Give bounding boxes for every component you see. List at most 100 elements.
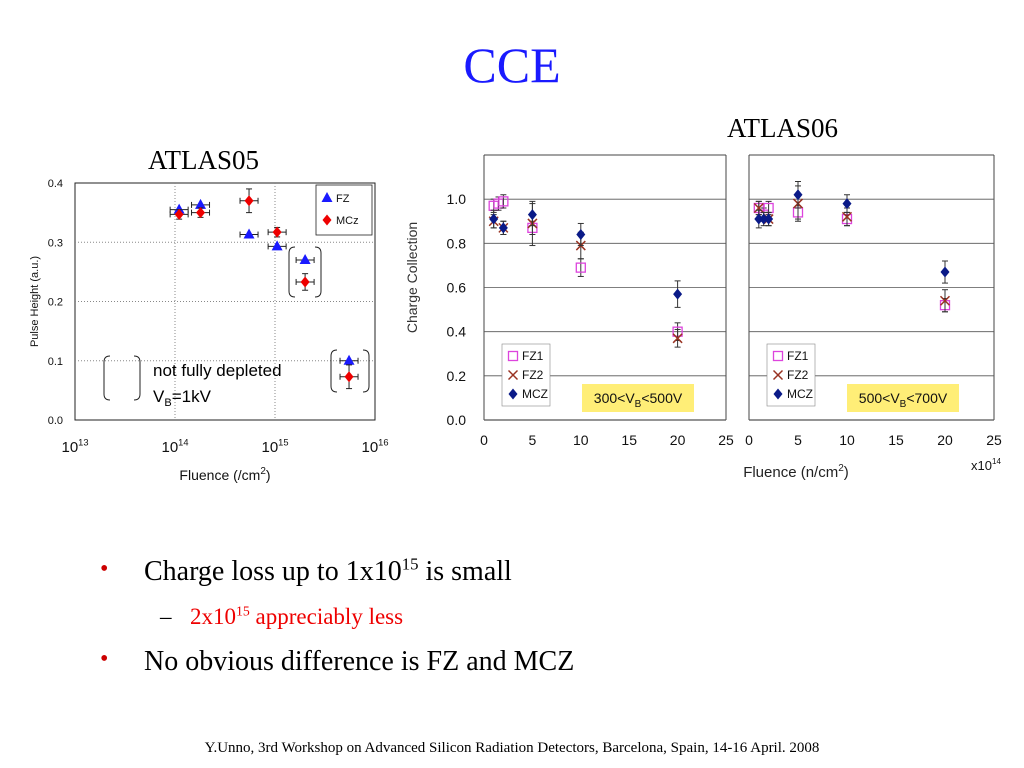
legend-marker — [772, 369, 784, 381]
fz-point — [173, 203, 185, 214]
x-stroke — [507, 369, 519, 381]
legend-marker — [321, 192, 333, 202]
legend-label: FZ — [336, 193, 350, 205]
y-error-bar — [577, 258, 584, 277]
x-tick-label: 15 — [621, 432, 637, 448]
bracket-right — [133, 355, 141, 401]
y-tick-label: 1.0 — [447, 191, 467, 207]
annotation-vb: VB=1kV — [153, 387, 212, 409]
x-multiplier-label: x1014 — [971, 457, 1001, 473]
mcz-point — [940, 266, 950, 278]
fz2-point — [939, 295, 951, 306]
y-tick-label: 0.2 — [48, 297, 63, 309]
footer-citation: Y.Unno, 3rd Workshop on Advanced Silicon… — [204, 740, 820, 756]
mcz-point — [759, 213, 769, 225]
y-tick-label: 0.1 — [48, 356, 63, 368]
mcz-point — [244, 195, 254, 207]
condition-box — [847, 384, 959, 412]
bracket-5e15 — [330, 349, 370, 393]
legend-marker — [772, 350, 784, 362]
bracket-left — [330, 349, 338, 393]
fz-point — [343, 354, 355, 365]
x-tick-label: 1015 — [261, 437, 288, 456]
y-tick-label: 0.0 — [48, 415, 63, 427]
atlas05-chart: 0.0 0.1 0.2 0.3 0.4 1013 1014 1015 1016 Fluence (… — [29, 178, 389, 483]
condition-box — [582, 384, 694, 412]
x-tick-label: 5 — [529, 432, 537, 448]
legend-marker — [773, 388, 783, 400]
legend-label: MCz — [336, 215, 359, 227]
legend-marker — [507, 369, 519, 381]
x-tick-label: 1016 — [361, 437, 388, 456]
mcz-point — [272, 226, 282, 238]
y-tick-label: 0.6 — [447, 280, 467, 296]
mcz-point — [498, 222, 508, 234]
fz1-point — [575, 262, 586, 273]
bullet-1-text: Charge loss up to 1x1015 is small — [144, 554, 512, 587]
x-tick-label: 0 — [480, 432, 488, 448]
slide-title: CCE — [463, 37, 561, 93]
mcz-point — [196, 207, 206, 219]
legend-marker — [507, 350, 519, 362]
mcz-point — [576, 229, 586, 240]
x-stroke — [753, 202, 764, 214]
mcz-point — [489, 213, 499, 225]
legend-label: MCZ — [522, 387, 548, 401]
mcz-point — [344, 371, 354, 383]
x-tick-label: 1014 — [161, 437, 188, 456]
mcz-point — [300, 276, 310, 288]
mcz-point — [842, 198, 852, 210]
sub-bullet-dash: – — [160, 604, 172, 629]
fz2-point — [753, 202, 764, 214]
legend-label: FZ1 — [787, 349, 809, 363]
x-tick-label: 15 — [888, 432, 904, 448]
bullet-dot: • — [100, 646, 109, 672]
legend-box — [315, 184, 373, 236]
condition-label: 500<VB<700V — [859, 390, 948, 410]
bracket-right — [362, 349, 370, 393]
atlas06-chart: Charge Collection 0.0 0.2 0.4 0.6 0.8 1.0 0 5 10 1… — [404, 154, 1002, 481]
x-tick-label: 20 — [670, 432, 686, 448]
mcz-point — [174, 208, 184, 220]
bullet-dot: • — [100, 556, 109, 582]
x-axis-label: Fluence (/cm2) — [179, 466, 270, 483]
x-tick-label: 10 — [839, 432, 855, 448]
condition-label: 300<VB<500V — [594, 390, 683, 410]
x-stroke — [772, 369, 784, 381]
fz-point — [195, 198, 207, 209]
mcz-point — [673, 288, 683, 300]
x-tick-label: 25 — [718, 432, 734, 448]
y-tick-label: 0.0 — [447, 412, 467, 428]
y-tick-label: 0.4 — [447, 324, 467, 340]
bullet-2-text: No obvious difference is FZ and MCZ — [144, 646, 575, 677]
y-tick-label: 0.3 — [48, 237, 63, 249]
x-tick-label: 0 — [745, 432, 753, 448]
legend-label: FZ2 — [522, 368, 544, 382]
x-axis-label: Fluence (n/cm2) — [743, 463, 849, 481]
atlas05-title: ATLAS05 — [148, 145, 260, 175]
legend-marker — [322, 214, 332, 226]
legend-label: MCZ — [787, 387, 813, 401]
bracket-left — [103, 355, 111, 401]
y-axis-label: Pulse Height (a.u.) — [29, 256, 41, 347]
fz2-point — [841, 211, 853, 222]
x-tick-label: 5 — [794, 432, 802, 448]
atlas06-title: ATLAS06 — [727, 113, 839, 143]
x-tick-label: 10 — [573, 432, 589, 448]
annotation-not-fully-depleted: not fully depleted — [153, 361, 282, 380]
x-tick-label: 20 — [937, 432, 953, 448]
sub-bullet-1-text: 2x1015 appreciably less — [190, 603, 404, 629]
mcz-point — [754, 213, 764, 225]
fz-point — [243, 228, 255, 239]
x-stroke — [672, 333, 683, 344]
x-stroke — [841, 211, 853, 222]
fz-point — [271, 240, 283, 251]
y-tick-label: 0.2 — [447, 368, 467, 384]
legend-label: FZ1 — [522, 349, 544, 363]
fz2-point — [672, 333, 683, 344]
y-tick-label: 0.4 — [48, 178, 63, 190]
legend-label: FZ2 — [787, 368, 809, 382]
bracket-2e15 — [288, 246, 322, 298]
x-tick-label: 1013 — [61, 437, 88, 456]
x-tick-label: 25 — [986, 432, 1002, 448]
